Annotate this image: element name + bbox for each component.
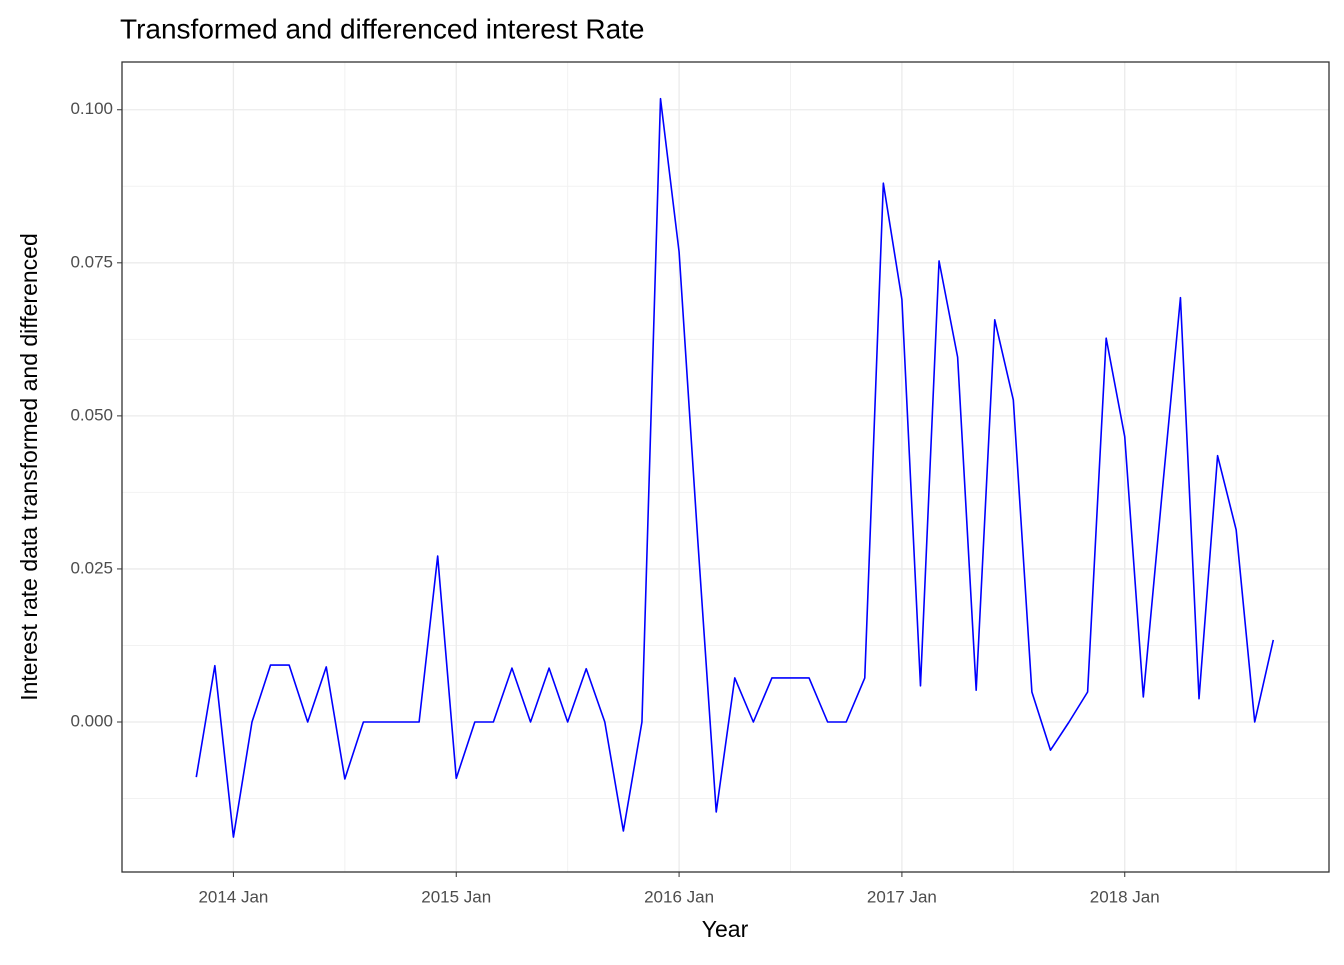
x-tick-label: 2018 Jan xyxy=(1090,887,1160,906)
x-tick-label: 2014 Jan xyxy=(198,887,268,906)
x-tick-label: 2016 Jan xyxy=(644,887,714,906)
x-tick-label: 2017 Jan xyxy=(867,887,937,906)
y-tick-label: 0.050 xyxy=(70,405,113,424)
data-line xyxy=(195,97,1275,838)
y-tick-label: 0.100 xyxy=(70,99,113,118)
y-tick-label: 0.000 xyxy=(70,711,113,730)
chart-title: Transformed and differenced interest Rat… xyxy=(120,13,645,44)
x-axis-label: Year xyxy=(702,916,749,942)
x-tick-label: 2015 Jan xyxy=(421,887,491,906)
panel-border xyxy=(121,61,1330,873)
y-tick-label: 0.075 xyxy=(70,252,113,271)
y-axis-label: Interest rate data transformed and diffe… xyxy=(16,233,42,701)
y-tick-label: 0.025 xyxy=(70,558,113,577)
